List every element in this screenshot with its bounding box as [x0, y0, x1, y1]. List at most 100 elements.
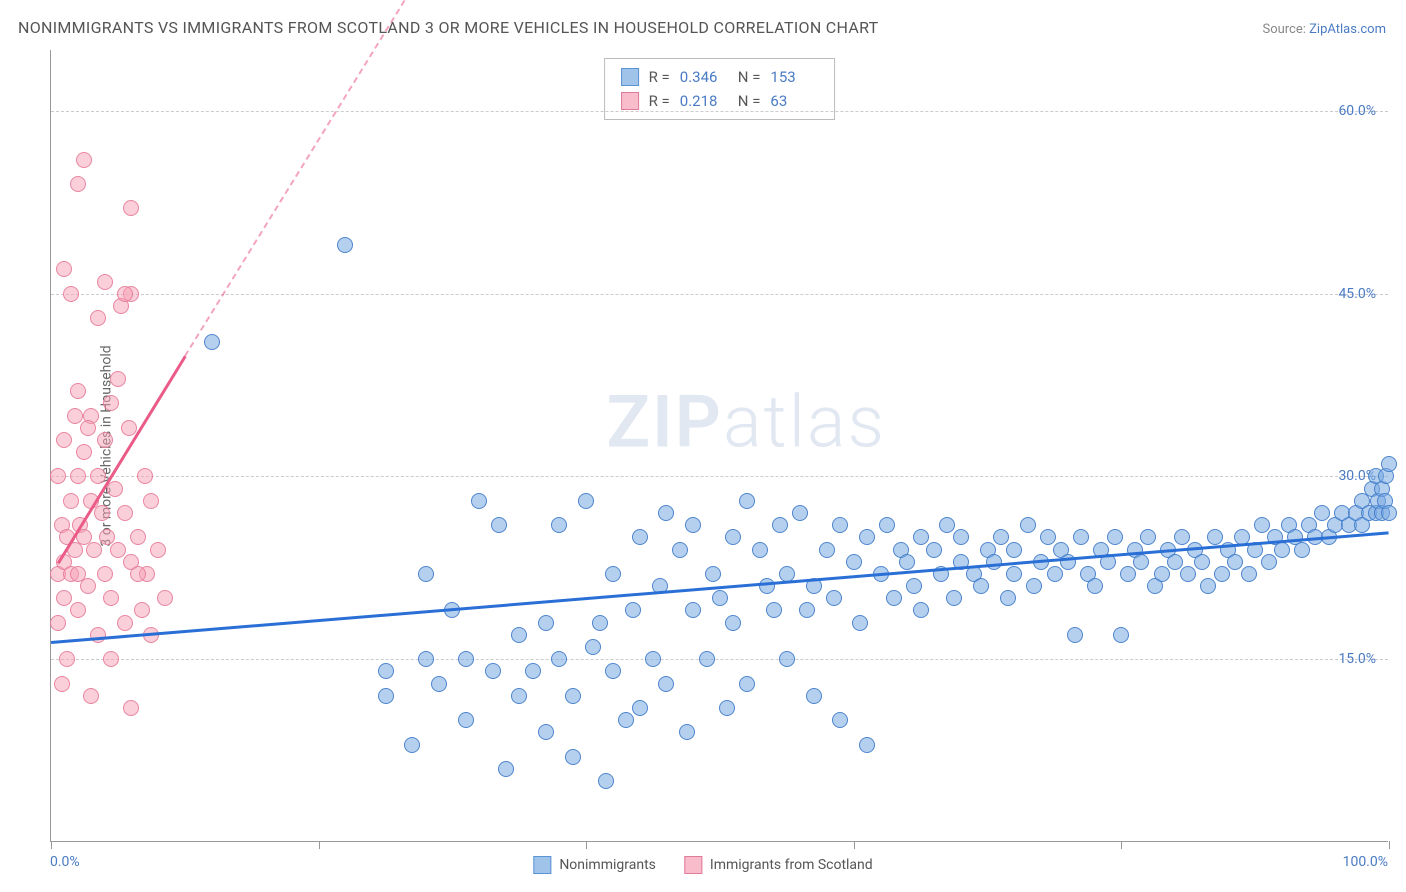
point-immigrant — [54, 676, 70, 692]
point-nonimmigrant — [538, 615, 554, 631]
point-nonimmigrant — [939, 517, 955, 533]
gridline-h — [51, 111, 1388, 112]
point-immigrant — [110, 371, 126, 387]
point-nonimmigrant — [404, 737, 420, 753]
point-immigrant — [117, 286, 133, 302]
x-tick-mark — [1121, 841, 1122, 849]
point-nonimmigrant — [926, 542, 942, 558]
point-immigrant — [90, 627, 106, 643]
point-nonimmigrant — [632, 529, 648, 545]
point-nonimmigrant — [846, 554, 862, 570]
point-nonimmigrant — [906, 578, 922, 594]
point-nonimmigrant — [1120, 566, 1136, 582]
stat-row: R =0.218N =63 — [621, 89, 819, 113]
point-immigrant — [97, 566, 113, 582]
point-nonimmigrant — [725, 529, 741, 545]
point-nonimmigrant — [685, 517, 701, 533]
point-immigrant — [150, 542, 166, 558]
point-immigrant — [110, 542, 126, 558]
point-immigrant — [67, 408, 83, 424]
point-immigrant — [121, 420, 137, 436]
point-nonimmigrant — [1381, 505, 1397, 521]
point-nonimmigrant — [645, 651, 661, 667]
point-nonimmigrant — [1140, 529, 1156, 545]
point-nonimmigrant — [551, 651, 567, 667]
point-nonimmigrant — [618, 712, 634, 728]
point-nonimmigrant — [1113, 627, 1129, 643]
point-immigrant — [137, 468, 153, 484]
point-nonimmigrant — [485, 663, 501, 679]
point-nonimmigrant — [1174, 529, 1190, 545]
point-immigrant — [70, 383, 86, 399]
point-nonimmigrant — [1107, 529, 1123, 545]
point-nonimmigrant — [585, 639, 601, 655]
point-nonimmigrant — [1133, 554, 1149, 570]
x-tick-mark — [51, 841, 52, 849]
point-nonimmigrant — [685, 602, 701, 618]
point-nonimmigrant — [712, 590, 728, 606]
point-immigrant — [117, 505, 133, 521]
point-nonimmigrant — [1167, 554, 1183, 570]
point-nonimmigrant — [418, 651, 434, 667]
point-nonimmigrant — [1314, 505, 1330, 521]
point-nonimmigrant — [1214, 566, 1230, 582]
point-nonimmigrant — [766, 602, 782, 618]
point-immigrant — [90, 310, 106, 326]
point-immigrant — [56, 261, 72, 277]
point-immigrant — [97, 274, 113, 290]
point-nonimmigrant — [832, 712, 848, 728]
point-nonimmigrant — [739, 676, 755, 692]
n-label: N = — [738, 89, 761, 113]
point-nonimmigrant — [1040, 529, 1056, 545]
point-nonimmigrant — [1381, 456, 1397, 472]
point-immigrant — [59, 651, 75, 667]
point-nonimmigrant — [1194, 554, 1210, 570]
point-nonimmigrant — [705, 566, 721, 582]
point-immigrant — [103, 590, 119, 606]
point-nonimmigrant — [458, 651, 474, 667]
point-nonimmigrant — [772, 517, 788, 533]
point-nonimmigrant — [605, 566, 621, 582]
swatch-pink — [621, 92, 639, 110]
point-nonimmigrant — [792, 505, 808, 521]
point-nonimmigrant — [1073, 529, 1089, 545]
n-label: N = — [738, 65, 761, 89]
point-nonimmigrant — [1274, 542, 1290, 558]
point-immigrant — [134, 602, 150, 618]
swatch-blue — [621, 68, 639, 86]
point-nonimmigrant — [779, 651, 795, 667]
point-immigrant — [50, 615, 66, 631]
point-nonimmigrant — [1000, 590, 1016, 606]
point-immigrant — [70, 468, 86, 484]
stat-row: R =0.346N =153 — [621, 65, 819, 89]
point-nonimmigrant — [551, 517, 567, 533]
x-tick-mark — [586, 841, 587, 849]
point-nonimmigrant — [471, 493, 487, 509]
swatch-blue — [533, 856, 551, 874]
x-tick-mark — [1389, 841, 1390, 849]
point-nonimmigrant — [632, 700, 648, 716]
source-link[interactable]: ZipAtlas.com — [1309, 22, 1386, 37]
point-immigrant — [97, 432, 113, 448]
point-nonimmigrant — [458, 712, 474, 728]
point-nonimmigrant — [1067, 627, 1083, 643]
point-nonimmigrant — [1006, 542, 1022, 558]
point-immigrant — [63, 493, 79, 509]
gridline-h — [51, 659, 1388, 660]
point-nonimmigrant — [899, 554, 915, 570]
n-value: 63 — [770, 89, 818, 113]
point-nonimmigrant — [819, 542, 835, 558]
x-tick-mark — [319, 841, 320, 849]
point-immigrant — [63, 286, 79, 302]
point-nonimmigrant — [953, 529, 969, 545]
point-nonimmigrant — [658, 676, 674, 692]
gridline-h — [51, 294, 1388, 295]
point-immigrant — [70, 602, 86, 618]
r-value: 0.218 — [680, 89, 728, 113]
point-immigrant — [103, 651, 119, 667]
point-immigrant — [123, 700, 139, 716]
point-nonimmigrant — [859, 529, 875, 545]
point-nonimmigrant — [986, 554, 1002, 570]
point-immigrant — [94, 505, 110, 521]
x-tick-0: 0.0% — [50, 854, 80, 870]
